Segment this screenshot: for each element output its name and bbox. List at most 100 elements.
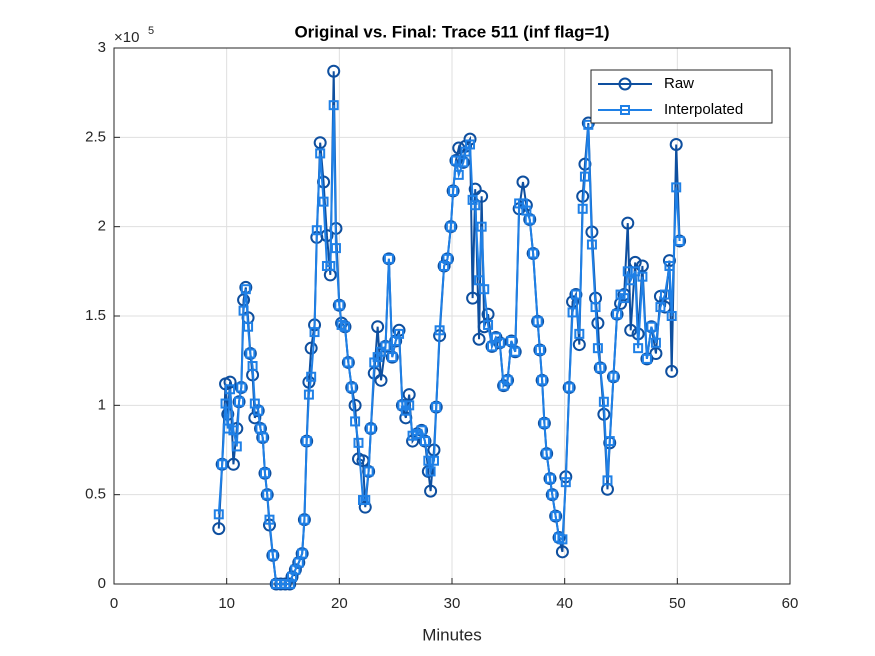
data-point xyxy=(604,436,615,447)
data-point xyxy=(547,489,558,500)
data-point xyxy=(665,364,679,378)
legend-marker xyxy=(618,77,632,91)
data-point xyxy=(394,328,405,339)
data-point xyxy=(346,382,357,393)
data-point xyxy=(598,396,609,407)
x-tick-label: 40 xyxy=(556,595,573,612)
y-tick-label: 1 xyxy=(98,396,106,413)
data-point xyxy=(479,284,490,295)
y-tick-label: 2 xyxy=(98,218,106,235)
data-point xyxy=(320,229,334,243)
x-axis-label: Minutes xyxy=(422,625,482,644)
data-point xyxy=(374,373,388,387)
data-point xyxy=(327,64,341,78)
data-point xyxy=(442,253,453,264)
data-point xyxy=(674,235,685,246)
data-point xyxy=(646,321,657,332)
data-point xyxy=(572,338,586,352)
data-point xyxy=(466,291,480,305)
data-point xyxy=(306,371,317,382)
data-point xyxy=(591,316,605,330)
data-point xyxy=(234,396,245,407)
data-point xyxy=(537,375,548,386)
data-point xyxy=(560,477,571,488)
data-point xyxy=(456,155,470,169)
data-point xyxy=(516,175,530,189)
data-point xyxy=(380,341,391,352)
data-point xyxy=(222,423,233,434)
data-point xyxy=(220,398,231,409)
x-tick-label: 20 xyxy=(331,595,348,612)
x-tick-label: 30 xyxy=(444,595,461,612)
data-point xyxy=(502,375,513,386)
data-point xyxy=(602,475,613,486)
data-point xyxy=(330,243,341,254)
data-point xyxy=(428,455,439,466)
data-point xyxy=(650,337,661,348)
data-point xyxy=(532,316,543,327)
data-point xyxy=(325,260,336,271)
data-point xyxy=(313,136,327,150)
data-point xyxy=(425,466,436,477)
data-point xyxy=(358,500,372,514)
data-point xyxy=(476,221,487,232)
data-point xyxy=(304,341,318,355)
data-point xyxy=(570,289,581,300)
data-point xyxy=(590,302,601,313)
data-point xyxy=(550,511,561,522)
data-point xyxy=(226,457,240,471)
data-point xyxy=(371,320,385,334)
data-point xyxy=(574,328,585,339)
data-point xyxy=(424,484,438,498)
data-point xyxy=(448,185,459,196)
x-tick-label: 60 xyxy=(782,595,799,612)
data-point xyxy=(243,321,254,332)
data-point xyxy=(213,509,224,520)
legend-marker xyxy=(620,105,630,115)
data-point xyxy=(633,343,644,354)
data-point xyxy=(510,346,521,357)
data-point xyxy=(264,514,275,525)
data-point xyxy=(641,353,652,364)
data-point xyxy=(467,194,478,205)
data-point xyxy=(630,266,641,277)
data-point xyxy=(579,171,590,182)
data-point xyxy=(343,357,354,368)
y-tick-label: 0 xyxy=(98,575,106,592)
data-point xyxy=(608,371,619,382)
data-point xyxy=(445,221,456,232)
data-point xyxy=(557,534,568,545)
data-point xyxy=(506,336,517,347)
data-point xyxy=(267,550,278,561)
data-point xyxy=(309,327,320,338)
data-point xyxy=(318,196,329,207)
data-point xyxy=(545,473,556,484)
data-point xyxy=(612,309,623,320)
data-point xyxy=(431,402,442,413)
data-point xyxy=(453,169,464,180)
data-point xyxy=(649,347,663,361)
data-point xyxy=(564,382,575,393)
data-point xyxy=(583,119,594,130)
data-point xyxy=(669,137,683,151)
chart-title: Original vs. Final: Trace 511 (inf flag=… xyxy=(294,22,609,41)
data-point xyxy=(350,416,361,427)
data-point xyxy=(339,321,350,332)
data-point xyxy=(311,225,322,236)
y-exponent-power: 5 xyxy=(148,25,154,37)
data-point xyxy=(465,139,476,150)
data-point xyxy=(534,344,545,355)
data-point xyxy=(586,239,597,250)
data-point xyxy=(253,405,264,416)
x-tick-label: 50 xyxy=(669,595,686,612)
data-point xyxy=(671,182,682,193)
data-point xyxy=(494,337,505,348)
legend-label: Raw xyxy=(664,75,694,92)
y-tick-label: 2.5 xyxy=(85,128,106,145)
data-point xyxy=(470,200,481,211)
data-point xyxy=(577,203,588,214)
data-point xyxy=(659,289,670,300)
data-point xyxy=(458,157,469,168)
data-point xyxy=(635,259,649,273)
data-point xyxy=(262,489,273,500)
